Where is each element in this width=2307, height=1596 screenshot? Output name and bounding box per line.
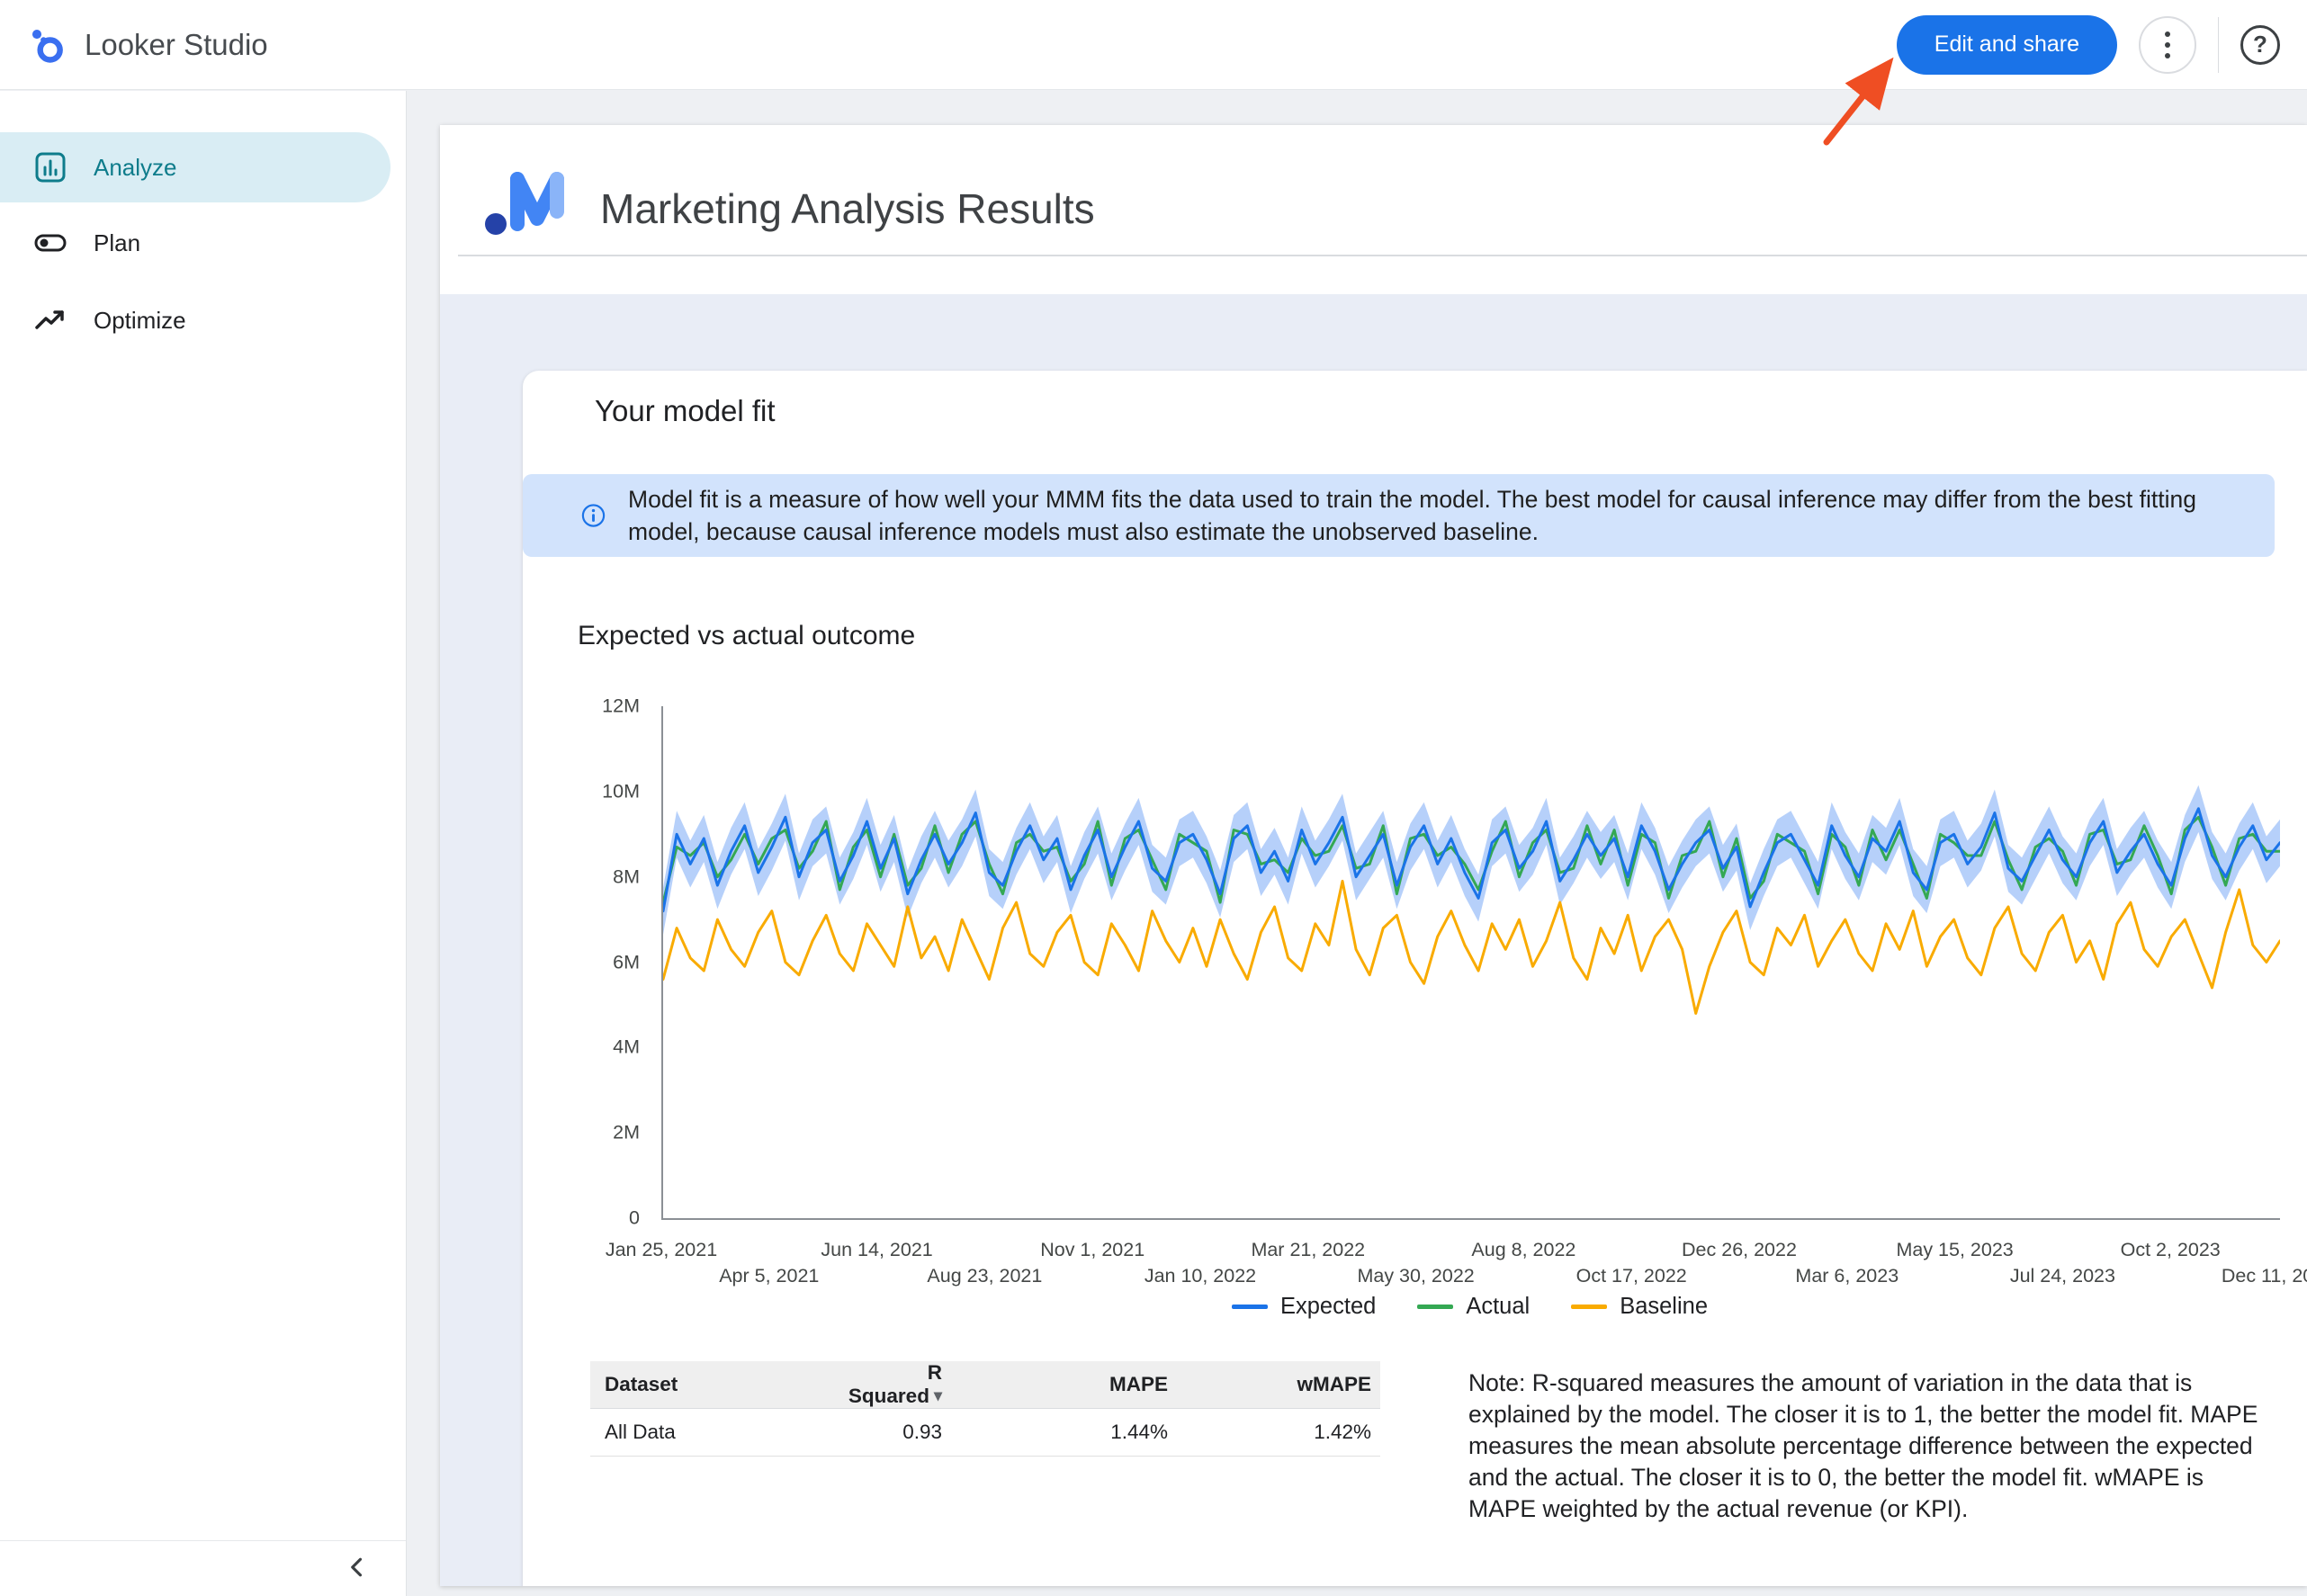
x-tick-label: Oct 17, 2022 xyxy=(1575,1265,1687,1287)
report-canvas: Marketing Analysis Results Your model fi… xyxy=(440,125,2307,1586)
legend-label: Actual xyxy=(1466,1294,1531,1319)
x-tick-label: Aug 8, 2022 xyxy=(1471,1239,1576,1260)
trending-up-icon xyxy=(35,310,64,329)
looker-studio-logo-icon xyxy=(31,29,63,63)
sidebar-item-optimize[interactable]: Optimize xyxy=(0,285,390,355)
column-header-dataset[interactable]: Dataset xyxy=(590,1361,824,1409)
help-button[interactable]: ? xyxy=(2240,24,2280,65)
model-fit-card: Your model fit Model fit is a measure of… xyxy=(523,371,2307,1586)
x-tick-label: Mar 21, 2022 xyxy=(1251,1239,1366,1260)
cell-r-squared: 0.93 xyxy=(824,1408,951,1457)
sidebar-item-label: Optimize xyxy=(94,306,186,334)
sidebar-item-label: Plan xyxy=(94,229,141,256)
x-tick-label: Jan 10, 2022 xyxy=(1144,1265,1257,1287)
legend-item-expected: Expected xyxy=(1231,1294,1377,1320)
x-tick-label: Mar 6, 2023 xyxy=(1795,1265,1899,1287)
help-icon: ? xyxy=(2253,31,2267,58)
app-title: Looker Studio xyxy=(85,27,268,61)
sort-arrow-icon: ▾ xyxy=(933,1386,942,1404)
sidebar-item-analyze[interactable]: Analyze xyxy=(0,132,390,202)
x-axis-labels: Jan 25, 2021 Apr 5, 2021 Jun 14, 2021 Aug 2… xyxy=(606,1239,2307,1293)
baseline-swatch-icon xyxy=(1571,1305,1608,1309)
column-header-r-squared[interactable]: R Squared ▾ xyxy=(824,1361,951,1409)
y-tick-label: 12M xyxy=(602,695,640,717)
y-tick-label: 0 xyxy=(629,1206,640,1229)
timeseries-chart xyxy=(661,706,2280,1220)
info-banner-text: Model fit is a measure of how well your … xyxy=(628,486,2196,545)
y-tick-label: 2M xyxy=(613,1121,640,1143)
x-tick-label: Jul 24, 2023 xyxy=(2009,1265,2115,1287)
legend-item-baseline: Baseline xyxy=(1571,1294,1708,1320)
x-tick-label: May 15, 2023 xyxy=(1896,1239,2014,1260)
y-axis-labels: 12M 10M 8M 6M 4M 2M 0 xyxy=(523,695,640,1229)
sidebar: Analyze Plan Optimize xyxy=(0,91,407,1596)
cell-dataset: All Data xyxy=(590,1408,824,1457)
plan-toggle-icon xyxy=(34,234,67,252)
x-tick-label: Dec 26, 2022 xyxy=(1682,1239,1797,1260)
x-tick-label: Dec 11, 2023 xyxy=(2221,1265,2307,1287)
cell-mape: 1.44% xyxy=(951,1408,1177,1457)
info-banner: Model fit is a measure of how well your … xyxy=(523,474,2275,557)
sidebar-item-label: Analyze xyxy=(94,153,177,181)
header-divider xyxy=(458,255,2307,256)
legend-label: Baseline xyxy=(1620,1294,1709,1319)
analyze-chart-icon xyxy=(35,152,66,183)
x-tick-label: Jun 14, 2021 xyxy=(821,1239,933,1260)
x-tick-label: Jan 25, 2021 xyxy=(605,1239,718,1260)
y-tick-label: 6M xyxy=(613,951,640,973)
edit-and-share-button[interactable]: Edit and share xyxy=(1896,14,2117,75)
main-area: Marketing Analysis Results Your model fi… xyxy=(407,91,2307,1596)
kebab-menu-icon xyxy=(2165,31,2170,37)
x-tick-label: Oct 2, 2023 xyxy=(2120,1239,2221,1260)
x-tick-label: Apr 5, 2021 xyxy=(719,1265,820,1287)
model-fit-table: Dataset R Squared ▾ MAPE wMAPE All Data 0… xyxy=(590,1361,1380,1457)
more-options-button[interactable] xyxy=(2139,15,2196,74)
y-tick-label: 10M xyxy=(602,780,640,802)
chevron-left-icon xyxy=(351,1557,363,1577)
brand: Looker Studio xyxy=(27,25,268,65)
legend-item-actual: Actual xyxy=(1417,1294,1530,1320)
y-tick-label: 4M xyxy=(613,1036,640,1058)
column-header-mape[interactable]: MAPE xyxy=(951,1361,1177,1409)
sidebar-item-plan[interactable]: Plan xyxy=(0,208,390,278)
cell-wmape: 1.42% xyxy=(1177,1408,1380,1457)
info-icon xyxy=(581,504,606,527)
marketing-platform-logo xyxy=(485,172,564,235)
chart-legend: Expected Actual Baseline xyxy=(661,1294,2278,1320)
table-header-row: Dataset R Squared ▾ MAPE wMAPE xyxy=(590,1361,1380,1409)
topbar: Looker Studio Edit and share ? xyxy=(0,0,2307,90)
chart-section-title: Expected vs actual outcome xyxy=(578,621,916,650)
card-title: Your model fit xyxy=(595,394,776,427)
x-tick-label: May 30, 2022 xyxy=(1357,1265,1475,1287)
report-title: Marketing Analysis Results xyxy=(600,185,1095,232)
table-row: All Data 0.93 1.44% 1.42% xyxy=(590,1408,1380,1457)
topbar-actions: Edit and share ? xyxy=(1896,14,2280,75)
topbar-divider xyxy=(2218,16,2219,73)
actual-swatch-icon xyxy=(1417,1305,1454,1309)
expected-swatch-icon xyxy=(1231,1305,1268,1309)
timeseries-svg xyxy=(663,785,2280,1015)
metrics-note: Note: R-squared measures the amount of v… xyxy=(1468,1369,2258,1522)
collapse-sidebar-button[interactable] xyxy=(341,1550,375,1587)
legend-label: Expected xyxy=(1279,1294,1377,1319)
column-header-wmape[interactable]: wMAPE xyxy=(1177,1361,1380,1409)
y-tick-label: 8M xyxy=(613,865,640,888)
x-tick-label: Nov 1, 2021 xyxy=(1040,1239,1145,1260)
x-tick-label: Aug 23, 2021 xyxy=(927,1265,1043,1287)
sidebar-footer xyxy=(0,1540,406,1596)
